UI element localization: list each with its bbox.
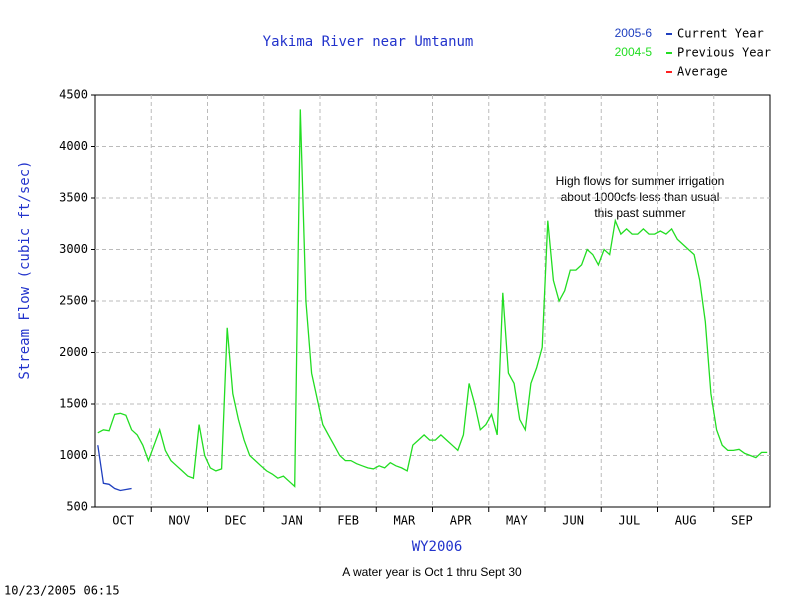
x-tick-label: SEP — [731, 514, 753, 528]
y-axis-label: Stream Flow (cubic ft/sec) — [17, 160, 33, 379]
timestamp: 10/23/2005 06:15 — [4, 584, 120, 598]
x-axis-label: WY2006 — [412, 539, 463, 555]
x-tick-label: FEB — [337, 514, 359, 528]
y-tick-label: 3500 — [59, 191, 88, 205]
legend-label: Previous Year — [677, 46, 771, 60]
x-tick-label: AUG — [675, 514, 697, 528]
x-tick-label: DEC — [225, 514, 247, 528]
series-line — [97, 445, 132, 492]
y-tick-label: 1500 — [59, 397, 88, 411]
x-tick-label: MAY — [506, 514, 528, 528]
y-tick-label: 4500 — [59, 88, 88, 102]
annotation: about 1000cfs less than usual — [561, 190, 720, 204]
x-tick-label: OCT — [112, 514, 134, 528]
chart-title: Yakima River near Umtanum — [263, 34, 474, 50]
note: A water year is Oct 1 thru Sept 30 — [342, 565, 522, 579]
x-tick-label: JAN — [281, 514, 303, 528]
series-line — [97, 109, 768, 488]
legend-label: Average — [677, 65, 728, 79]
annotation: this past summer — [594, 206, 685, 220]
y-tick-label: 500 — [66, 500, 88, 514]
x-tick-label: JUL — [619, 514, 641, 528]
y-tick-label: 4000 — [59, 139, 88, 153]
x-tick-label: JUN — [562, 514, 584, 528]
x-tick-label: MAR — [394, 514, 416, 528]
y-tick-label: 3000 — [59, 242, 88, 256]
y-tick-label: 1000 — [59, 448, 88, 462]
legend-year: 2004-5 — [615, 45, 653, 59]
annotation: High flows for summer irrigation — [556, 174, 725, 188]
legend-label: Current Year — [677, 27, 764, 41]
y-tick-label: 2000 — [59, 345, 88, 359]
x-tick-label: APR — [450, 514, 472, 528]
x-tick-label: NOV — [169, 514, 191, 528]
y-tick-label: 2500 — [59, 294, 88, 308]
legend-year: 2005-6 — [615, 26, 653, 40]
